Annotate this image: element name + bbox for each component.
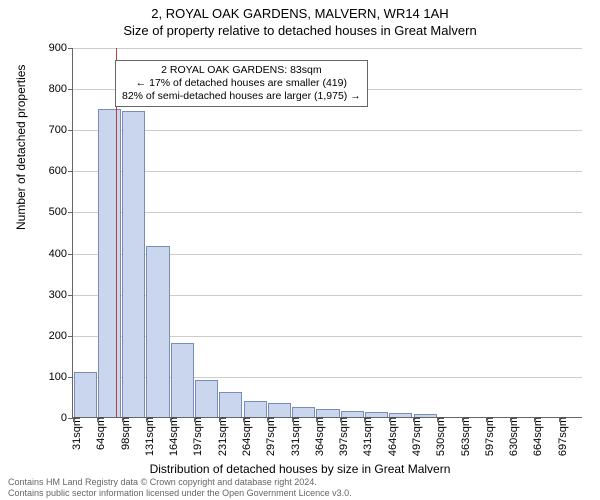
title-line2: Size of property relative to detached ho… — [0, 23, 600, 38]
annotation-line2: ← 17% of detached houses are smaller (41… — [122, 77, 361, 90]
grid-line — [73, 212, 582, 213]
x-tick-label: 597sqm — [482, 417, 496, 456]
chart-container: 2, ROYAL OAK GARDENS, MALVERN, WR14 1AH … — [0, 0, 600, 500]
bar — [219, 392, 242, 417]
bar — [122, 111, 145, 417]
footer-line2: Contains public sector information licen… — [8, 488, 352, 498]
x-tick-label: 331sqm — [288, 417, 302, 456]
x-tick-label: 364sqm — [312, 417, 326, 456]
grid-line — [73, 48, 582, 49]
y-tick-label: 900 — [49, 42, 73, 54]
x-tick-label: 131sqm — [142, 417, 156, 456]
title-block: 2, ROYAL OAK GARDENS, MALVERN, WR14 1AH … — [0, 0, 600, 38]
x-tick-label: 464sqm — [385, 417, 399, 456]
y-tick-label: 400 — [49, 248, 73, 260]
bar — [292, 407, 315, 417]
annotation-line1: 2 ROYAL OAK GARDENS: 83sqm — [122, 64, 361, 77]
bar — [98, 109, 121, 417]
bar — [74, 372, 97, 417]
bar — [244, 401, 267, 417]
y-tick-label: 700 — [49, 124, 73, 136]
x-tick-label: 64sqm — [93, 417, 107, 450]
x-tick-label: 497sqm — [409, 417, 423, 456]
x-tick-label: 431sqm — [360, 417, 374, 456]
x-tick-label: 297sqm — [263, 417, 277, 456]
footer: Contains HM Land Registry data © Crown c… — [8, 477, 352, 498]
y-tick-label: 300 — [49, 289, 73, 301]
x-tick-label: 563sqm — [458, 417, 472, 456]
bar — [268, 403, 291, 417]
grid-line — [73, 130, 582, 131]
x-tick-label: 98sqm — [118, 417, 132, 450]
x-tick-label: 164sqm — [166, 417, 180, 456]
x-axis-label: Distribution of detached houses by size … — [0, 462, 600, 476]
x-tick-label: 231sqm — [215, 417, 229, 456]
y-tick-label: 100 — [49, 371, 73, 383]
x-tick-label: 697sqm — [555, 417, 569, 456]
y-tick-label: 500 — [49, 206, 73, 218]
x-tick-label: 530sqm — [433, 417, 447, 456]
x-tick-label: 197sqm — [190, 417, 204, 456]
x-tick-label: 630sqm — [506, 417, 520, 456]
bar — [146, 246, 169, 417]
x-tick-label: 397sqm — [336, 417, 350, 456]
y-tick-label: 200 — [49, 330, 73, 342]
title-line1: 2, ROYAL OAK GARDENS, MALVERN, WR14 1AH — [0, 6, 600, 21]
x-tick-label: 264sqm — [239, 417, 253, 456]
bar — [195, 380, 218, 417]
x-tick-label: 664sqm — [530, 417, 544, 456]
y-tick-label: 600 — [49, 165, 73, 177]
bar — [316, 409, 339, 417]
bar — [171, 343, 194, 417]
grid-line — [73, 171, 582, 172]
annotation-box: 2 ROYAL OAK GARDENS: 83sqm ← 17% of deta… — [115, 60, 368, 107]
x-tick-label: 31sqm — [69, 417, 83, 450]
y-axis-label: Number of detached properties — [14, 65, 28, 230]
y-tick-label: 800 — [49, 83, 73, 95]
footer-line1: Contains HM Land Registry data © Crown c… — [8, 477, 352, 487]
annotation-line3: 82% of semi-detached houses are larger (… — [122, 90, 361, 103]
plot-area: 010020030040050060070080090031sqm64sqm98… — [72, 48, 582, 418]
